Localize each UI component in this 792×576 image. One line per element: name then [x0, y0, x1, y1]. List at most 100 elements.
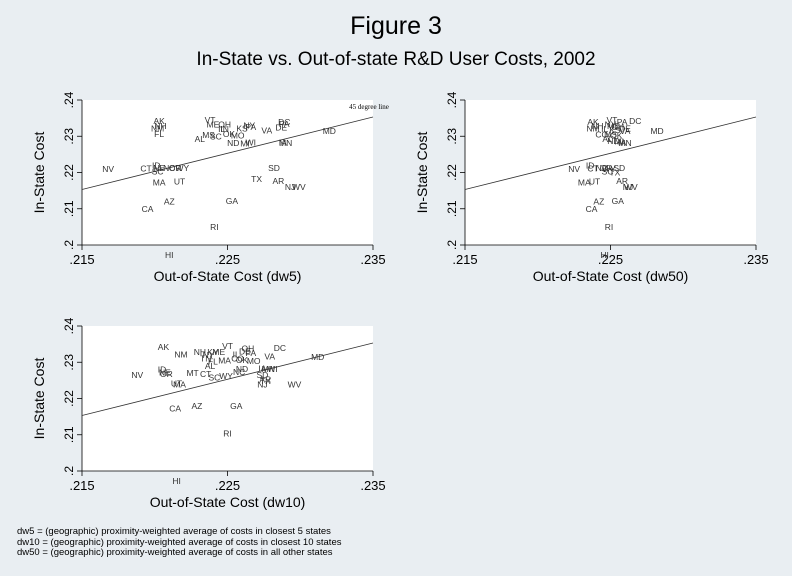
point-label-ca: CA — [142, 204, 154, 214]
point-label-va: VA — [620, 126, 631, 136]
point-label-ri: RI — [210, 222, 219, 232]
point-label-il: IL — [601, 124, 608, 134]
point-label-nv: NV — [131, 370, 143, 380]
y-axis-title: In-State Cost — [414, 132, 430, 214]
point-label-sd: SD — [257, 370, 269, 380]
point-label-nd: ND — [607, 136, 619, 146]
y-tick-label: .23 — [445, 128, 459, 145]
point-label-ok: OK — [236, 355, 249, 365]
point-label-az: AZ — [164, 197, 175, 207]
x-tick-label: .215 — [452, 252, 477, 267]
plot-area — [82, 326, 373, 471]
point-label-wi: WI — [246, 137, 256, 147]
point-label-ak: AK — [587, 117, 599, 127]
point-label-nv: NV — [568, 164, 580, 174]
point-label-nm: NM — [151, 123, 164, 133]
point-label-ga: GA — [226, 196, 239, 206]
point-label-ak: AK — [158, 342, 170, 352]
point-label-ca: CA — [586, 204, 598, 214]
point-label-az: AZ — [192, 401, 203, 411]
point-label-dc: DC — [278, 117, 290, 127]
y-tick-label: .2 — [62, 466, 76, 476]
point-label-dc: DC — [629, 116, 641, 126]
chart-panel-2: .215 .225 .235 .2 .21 .22 .23 .24 Out-of-State C… — [414, 91, 769, 284]
point-label-wv: WV — [624, 182, 638, 192]
point-label-al: AL — [205, 361, 216, 371]
y-tick-label: .21 — [62, 426, 76, 443]
x-tick-label: .235 — [360, 478, 385, 493]
y-tick-label: .24 — [62, 91, 76, 108]
point-label-nc: NC — [163, 163, 175, 173]
point-label-de: DE — [239, 346, 251, 356]
plot-area — [465, 100, 756, 245]
point-label-nj: NJ — [285, 182, 295, 192]
point-label-nd: ND — [236, 364, 248, 374]
point-label-mi: MI — [615, 137, 624, 147]
point-label-fl: FL — [154, 129, 164, 139]
point-label-mo: MO — [247, 356, 261, 366]
point-label-vt: VT — [205, 115, 216, 125]
point-label-ne: NE — [159, 367, 171, 377]
point-label-il: IL — [218, 124, 225, 134]
plot-area — [82, 100, 373, 245]
y-tick-label: .21 — [445, 200, 459, 217]
point-label-wy: WY — [176, 163, 190, 173]
point-label-sc: SC — [208, 372, 220, 382]
point-label-md: MD — [323, 126, 336, 136]
point-label-ca: CA — [169, 404, 181, 414]
point-label-al: AL — [195, 134, 206, 144]
y-tick-label: .22 — [62, 164, 76, 181]
x-tick-label: .215 — [69, 252, 94, 267]
x-tick-label: .235 — [360, 252, 385, 267]
point-label-pa: PA — [617, 117, 628, 127]
point-label-ga: GA — [612, 196, 625, 206]
point-label-or: OR — [600, 163, 613, 173]
point-label-mo: MO — [231, 131, 245, 141]
y-tick-label: .23 — [62, 128, 76, 145]
point-label-ia: IA — [258, 363, 266, 373]
point-label-md: MD — [311, 352, 324, 362]
point-label-ga: GA — [230, 401, 243, 411]
point-label-tn: TN — [200, 354, 211, 364]
point-label-pa: PA — [245, 122, 256, 132]
point-label-nj: NJ — [257, 380, 267, 390]
point-label-ct: CT — [587, 164, 598, 174]
point-label-az: AZ — [593, 197, 604, 207]
x-tick-label: .225 — [598, 252, 623, 267]
point-label-ok: OK — [610, 131, 623, 141]
point-label-ny: NY — [203, 350, 215, 360]
forty-five-degree-line — [81, 116, 374, 190]
point-label-ny: NY — [605, 120, 617, 130]
x-tick-label: .215 — [69, 478, 94, 493]
y-tick-label: .21 — [62, 200, 76, 217]
chart-panel-3: .215 .225 .235 .2 .21 .22 .23 .24 Out-of-State C… — [31, 317, 386, 510]
point-label-ma: MA — [173, 380, 186, 390]
point-label-nh: NH — [154, 121, 166, 131]
point-label-ia: IA — [279, 137, 287, 147]
point-label-pa: PA — [279, 119, 290, 129]
point-label-mt: MT — [186, 368, 198, 378]
point-label-de: DE — [619, 123, 631, 133]
point-label-ma: MA — [218, 355, 231, 365]
point-label-vt: VT — [222, 341, 233, 351]
point-label-sc: SC — [210, 131, 222, 141]
point-label-nd: ND — [227, 138, 239, 148]
point-label-vt: VT — [607, 115, 618, 125]
point-label-wi: WI — [267, 364, 277, 374]
point-label-ar: AR — [616, 176, 628, 186]
point-label-oh: OH — [241, 343, 254, 353]
y-tick-label: .24 — [445, 91, 459, 108]
point-label-mn: MN — [618, 138, 631, 148]
point-label-ct: CT — [140, 164, 151, 174]
point-label-id: ID — [158, 365, 167, 375]
point-label-mn: MN — [262, 364, 275, 374]
x-tick-label: .225 — [215, 478, 240, 493]
point-label-ne: NE — [153, 163, 165, 173]
point-label-ks: KS — [609, 125, 621, 135]
point-label-tx: TX — [251, 174, 262, 184]
point-label-dc: DC — [274, 343, 286, 353]
x-tick-label: .235 — [743, 252, 768, 267]
point-label-wy: WY — [219, 371, 233, 381]
point-label-nh: NH — [591, 121, 603, 131]
x-axis-title: Out-of-State Cost (dw50) — [533, 268, 689, 284]
